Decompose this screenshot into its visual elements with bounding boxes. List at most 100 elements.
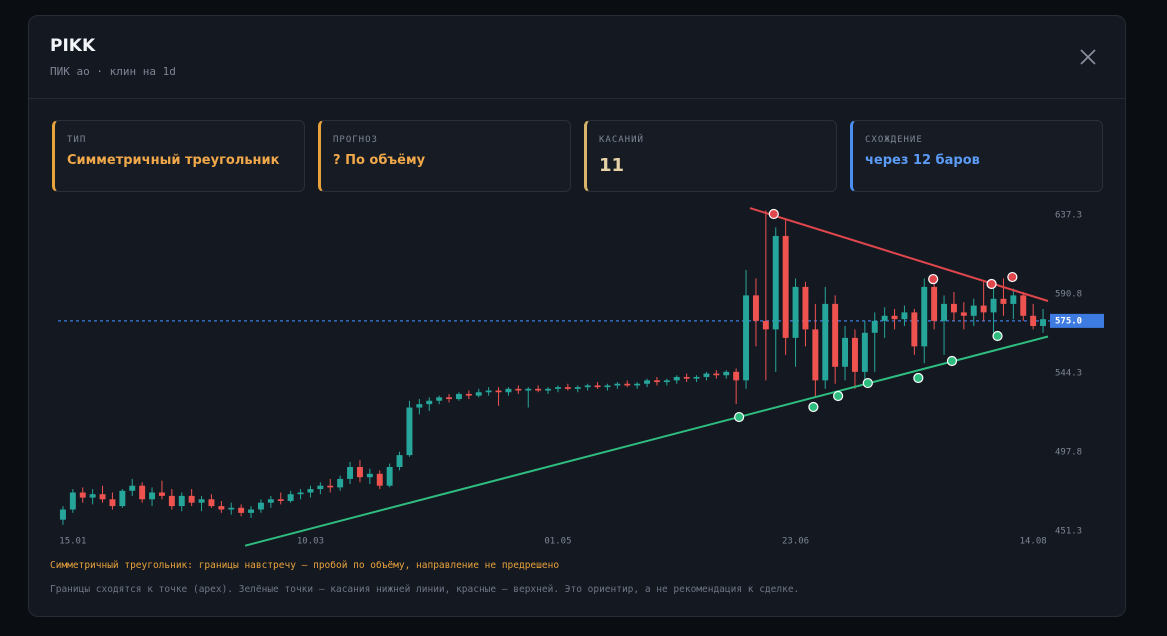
card-value: 11 — [599, 155, 625, 176]
candle-body — [1030, 315, 1037, 326]
candle-body — [970, 305, 977, 316]
candle-body — [554, 387, 561, 389]
candle-body — [386, 467, 393, 486]
trend-line — [749, 207, 1049, 302]
candle-body — [812, 329, 819, 381]
touch-point — [833, 390, 844, 402]
candle-body — [208, 499, 215, 507]
candle-body — [851, 337, 858, 372]
touch-point — [768, 208, 779, 220]
candle-body — [980, 305, 987, 313]
touch-point — [928, 273, 939, 285]
candle-body — [564, 387, 571, 389]
candle-body — [178, 495, 185, 507]
candle-body — [733, 371, 740, 381]
candle-body — [376, 473, 383, 486]
y-tick-label: 544.3 — [1055, 369, 1082, 379]
candle-body — [406, 407, 413, 456]
y-tick-label: 451.3 — [1055, 527, 1082, 537]
card: ТИП Симметричный треугольник — [52, 120, 305, 192]
candle-body — [653, 380, 660, 383]
card: КАСАНИЙ 11 — [584, 120, 837, 192]
candle-body — [347, 467, 354, 479]
candle-body — [861, 332, 868, 372]
candle-body — [614, 383, 621, 386]
candle-body — [822, 303, 829, 381]
card-value: ? По объёму — [333, 153, 426, 168]
candle-body — [713, 373, 720, 376]
card-label: КАСАНИЙ — [599, 135, 644, 145]
candle-body — [634, 383, 641, 386]
candle-body — [426, 400, 433, 405]
candle-body — [416, 404, 423, 408]
candle-body — [297, 492, 304, 495]
candle-body — [337, 478, 344, 488]
candle-body — [950, 303, 957, 313]
candle-body — [446, 397, 453, 400]
candle-body — [475, 392, 482, 396]
candle-body — [396, 455, 403, 468]
candle-body — [881, 315, 888, 321]
touch-point — [913, 372, 924, 384]
trend-line — [244, 335, 1049, 547]
y-tick-label: 590.8 — [1055, 290, 1082, 300]
candle-body — [762, 320, 769, 330]
candle-body — [594, 385, 601, 388]
candle-body — [1000, 298, 1007, 304]
candle-body — [218, 506, 225, 510]
candle-body — [703, 373, 710, 377]
candle-body — [752, 295, 759, 321]
candle-body — [59, 509, 66, 520]
candle-body — [158, 492, 165, 496]
candle-body — [99, 494, 106, 500]
title: PIKK — [50, 36, 96, 56]
candle-body — [465, 393, 472, 396]
candle-body — [1020, 295, 1027, 316]
candle-body — [891, 315, 898, 320]
candle-body — [743, 295, 750, 381]
candle-body — [782, 235, 789, 338]
candle-body — [792, 286, 799, 338]
candle-body — [129, 485, 136, 491]
candle-body — [228, 507, 235, 510]
candle-body — [941, 303, 948, 321]
candle-body — [168, 495, 175, 507]
card-value: Симметричный треугольник — [67, 153, 280, 168]
candle-body — [693, 376, 700, 379]
close-button[interactable] — [1078, 47, 1098, 67]
candle-body — [574, 387, 581, 389]
candle-body — [495, 390, 502, 393]
candle-body — [584, 385, 591, 388]
candle-body — [248, 509, 255, 513]
candle-body — [515, 388, 522, 391]
candle-body — [436, 397, 443, 401]
candle-body — [525, 388, 532, 391]
candle-body — [287, 494, 294, 501]
card-label: ПРОГНОЗ — [333, 135, 378, 145]
price-tag-label: 575.0 — [1055, 316, 1082, 326]
card-label: ТИП — [67, 135, 87, 145]
candle-body — [1040, 319, 1047, 326]
candle-body — [545, 388, 552, 391]
card-label: СХОЖДЕНИЕ — [865, 135, 923, 145]
touch-point — [808, 401, 819, 413]
note: Границы сходятся к точке (apex). Зелёные… — [50, 584, 800, 595]
candle-body — [673, 376, 680, 381]
subtitle: ПИК ао · клин на 1d — [50, 65, 176, 78]
candle-body — [198, 499, 205, 503]
x-tick-label: 23.06 — [782, 537, 809, 547]
candle-body — [366, 473, 373, 478]
candle-body — [871, 320, 878, 333]
price-tag — [1050, 313, 1104, 328]
y-tick-label: 637.3 — [1055, 211, 1082, 221]
candle-body — [238, 507, 245, 513]
candle-body — [921, 286, 928, 347]
candle-body — [89, 494, 96, 498]
candle-body — [79, 492, 86, 498]
card-value: через 12 баров — [865, 153, 980, 168]
candle-body — [772, 235, 779, 330]
touch-point — [986, 278, 997, 290]
candle-body — [257, 502, 264, 510]
candle-body — [663, 380, 670, 383]
